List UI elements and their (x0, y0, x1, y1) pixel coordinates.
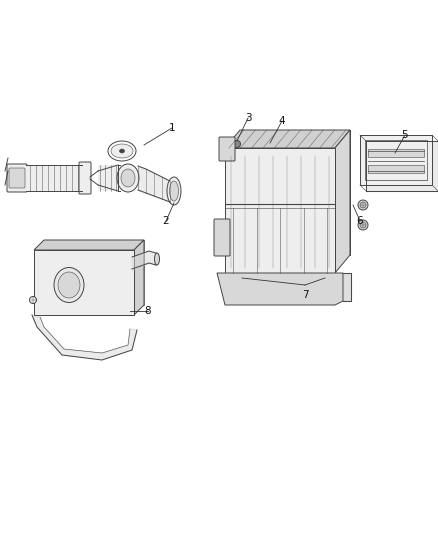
Ellipse shape (54, 268, 84, 303)
Ellipse shape (111, 144, 133, 158)
Ellipse shape (58, 272, 80, 298)
Polygon shape (240, 130, 350, 255)
FancyBboxPatch shape (79, 162, 91, 194)
Polygon shape (34, 240, 144, 250)
Text: 1: 1 (169, 123, 175, 133)
Bar (368, 165, 424, 173)
Text: 5: 5 (402, 130, 408, 140)
Text: 4: 4 (279, 116, 285, 126)
Polygon shape (44, 240, 144, 305)
Bar (368, 149, 424, 157)
Ellipse shape (360, 222, 366, 228)
Ellipse shape (170, 181, 179, 201)
Polygon shape (366, 141, 438, 191)
Bar (34, 250, 134, 315)
Text: 2: 2 (162, 216, 170, 226)
Bar (365, 140, 427, 180)
Text: 3: 3 (245, 113, 251, 123)
Text: 7: 7 (302, 290, 308, 300)
Text: 6: 6 (357, 216, 363, 226)
Polygon shape (225, 130, 350, 148)
Ellipse shape (360, 202, 366, 208)
Bar (225, 148, 335, 273)
Polygon shape (335, 130, 350, 273)
Ellipse shape (117, 164, 139, 192)
FancyBboxPatch shape (7, 164, 27, 192)
Bar (360, 135, 432, 185)
Polygon shape (32, 315, 137, 360)
FancyBboxPatch shape (214, 219, 230, 256)
FancyBboxPatch shape (9, 168, 25, 188)
Text: 8: 8 (145, 306, 151, 316)
Ellipse shape (167, 177, 181, 205)
Ellipse shape (358, 200, 368, 210)
Bar (26, 165, 82, 191)
Ellipse shape (155, 253, 159, 265)
FancyBboxPatch shape (219, 137, 235, 161)
Polygon shape (134, 240, 144, 315)
Polygon shape (343, 273, 350, 301)
Ellipse shape (120, 149, 124, 153)
Bar (98, 165, 118, 191)
Ellipse shape (358, 220, 368, 230)
Ellipse shape (121, 169, 135, 187)
Ellipse shape (29, 296, 36, 303)
Polygon shape (217, 273, 343, 305)
Ellipse shape (233, 141, 240, 148)
